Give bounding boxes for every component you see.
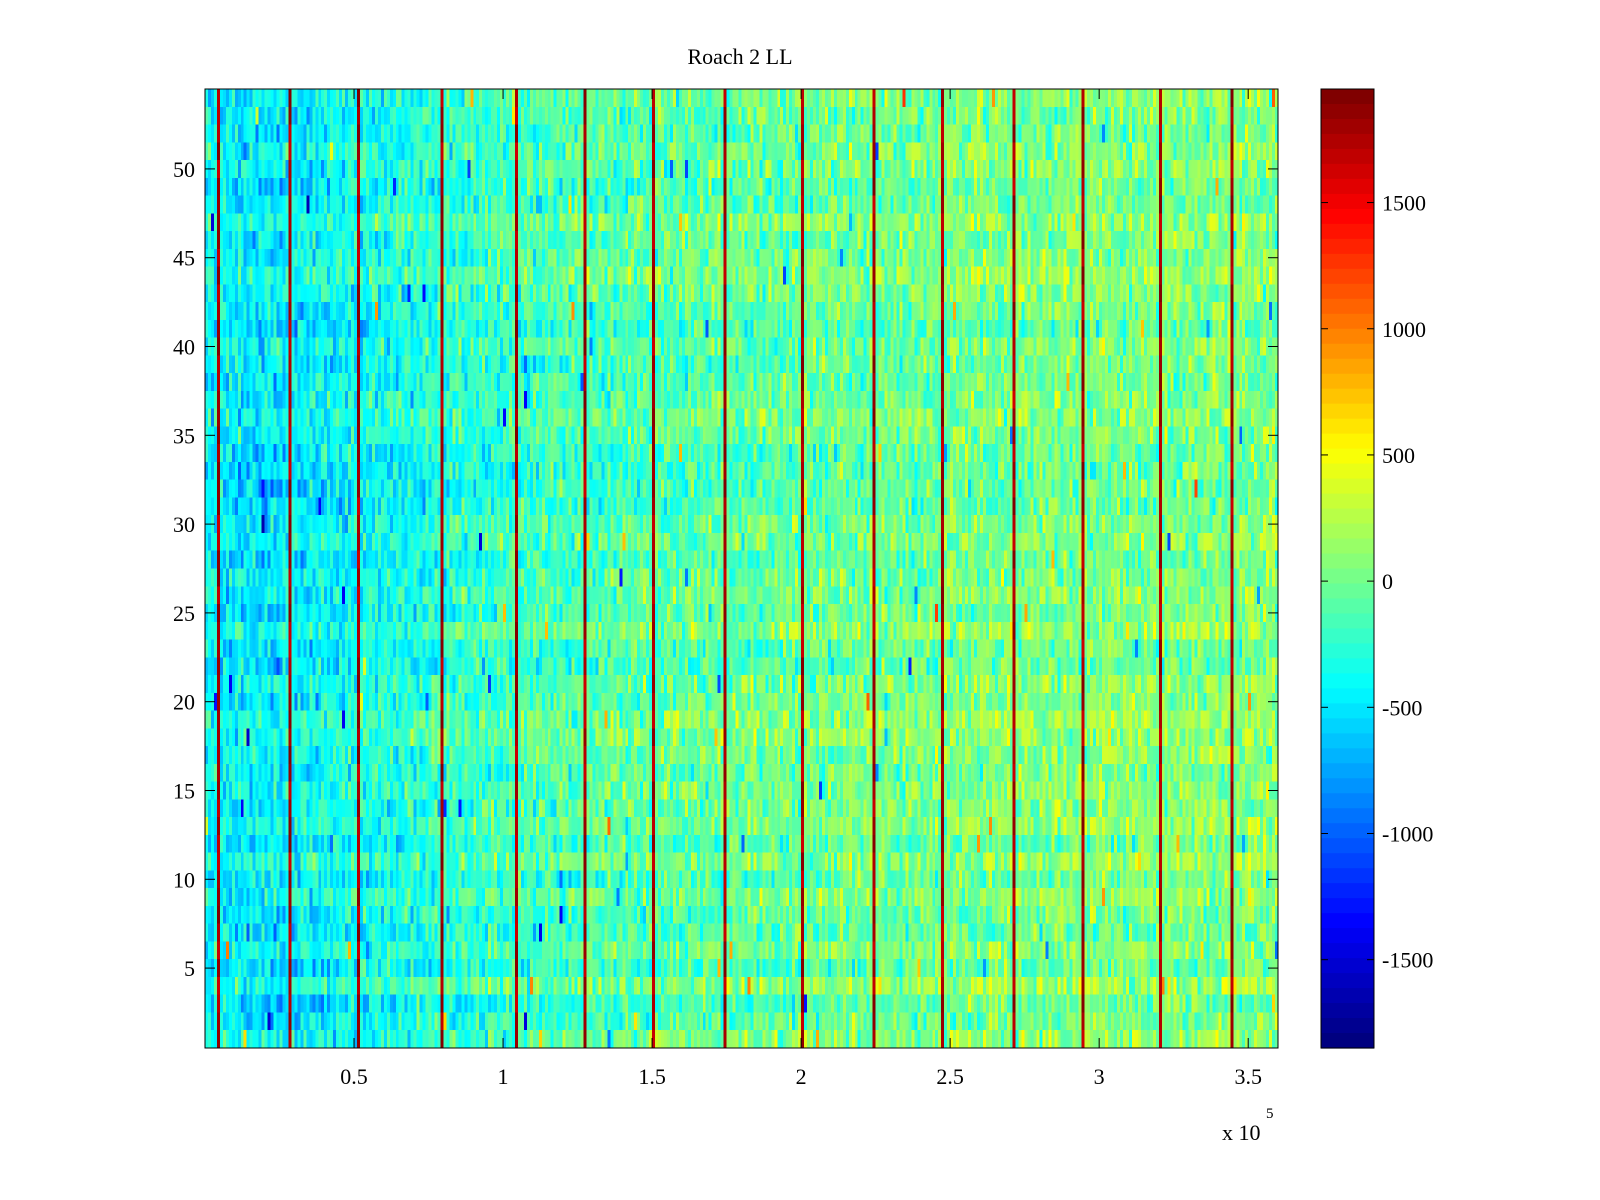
- colorbar-step: [1321, 1003, 1374, 1019]
- colorbar-frame: [1320, 88, 1375, 1049]
- colorbar-step: [1321, 988, 1374, 1004]
- colorbar-step: [1321, 178, 1374, 195]
- colorbar-step: [1321, 238, 1374, 255]
- y-tick-label: 25: [173, 601, 195, 626]
- x-tick-label: 2: [796, 1064, 807, 1089]
- colorbar-step: [1321, 358, 1374, 375]
- colorbar: 1500 1000 500 0 -500 -1000 -1500: [1321, 89, 1433, 1049]
- colorbar-step: [1321, 628, 1374, 645]
- plot-frame: [204, 88, 1279, 1049]
- colorbar-step: [1321, 343, 1374, 360]
- colorbar-step: [1321, 658, 1374, 674]
- colorbar-step: [1321, 223, 1374, 240]
- colorbar-step: [1321, 943, 1374, 959]
- chart-title: Roach 2 LL: [687, 44, 792, 69]
- colorbar-step: [1321, 898, 1374, 914]
- colorbar-step: [1321, 493, 1374, 510]
- colorbar-step: [1321, 853, 1374, 869]
- colorbar-step: [1321, 208, 1374, 225]
- colorbar-tick-label: 1500: [1382, 191, 1426, 216]
- colorbar-step: [1321, 433, 1374, 450]
- colorbar-step: [1321, 868, 1374, 884]
- colorbar-step: [1321, 388, 1374, 405]
- colorbar-tick-label: -1000: [1382, 821, 1433, 846]
- y-tick-label: 10: [173, 867, 195, 892]
- colorbar-step: [1321, 733, 1374, 749]
- colorbar-tick-label: 1000: [1382, 317, 1426, 342]
- colorbar-step: [1321, 163, 1374, 180]
- colorbar-step: [1321, 928, 1374, 944]
- colorbar-step: [1321, 508, 1374, 525]
- colorbar-step: [1321, 538, 1374, 555]
- heatmap-image: [205, 89, 1278, 1048]
- x-multiplier-base: x 10: [1222, 1120, 1261, 1145]
- x-tick-label: 1: [498, 1064, 509, 1089]
- y-tick-label: 35: [173, 423, 195, 448]
- colorbar-step: [1321, 133, 1374, 150]
- colorbar-tick-label: 500: [1382, 443, 1415, 468]
- colorbar-step: [1321, 838, 1374, 854]
- colorbar-step: [1321, 403, 1374, 420]
- colorbar-step: [1321, 778, 1374, 794]
- x-tick-label: 1.5: [638, 1064, 666, 1089]
- x-multiplier-exponent: 5: [1266, 1106, 1274, 1122]
- colorbar-step: [1321, 523, 1374, 540]
- colorbar-step: [1321, 613, 1374, 630]
- colorbar-step: [1321, 1018, 1374, 1034]
- colorbar-step: [1321, 103, 1374, 120]
- colorbar-step: [1321, 373, 1374, 390]
- colorbar-step: [1321, 808, 1374, 824]
- colorbar-step: [1321, 688, 1374, 704]
- colorbar-step: [1321, 89, 1374, 105]
- colorbar-step: [1321, 193, 1374, 210]
- colorbar-step: [1321, 703, 1374, 719]
- y-tick-label: 15: [173, 778, 195, 803]
- colorbar-step: [1321, 913, 1374, 929]
- colorbar-step: [1321, 1033, 1374, 1049]
- y-tick-label: 30: [173, 512, 195, 537]
- colorbar-step: [1321, 448, 1374, 465]
- colorbar-tick-label: -1500: [1382, 948, 1433, 973]
- colorbar-step: [1321, 283, 1374, 300]
- x-tick-label: 0.5: [340, 1064, 368, 1089]
- colorbar-step: [1321, 463, 1374, 480]
- colorbar-step: [1321, 958, 1374, 974]
- colorbar-step: [1321, 313, 1374, 330]
- colorbar-step: [1321, 583, 1374, 600]
- heatmap-cells: [205, 89, 1278, 1048]
- colorbar-tick-label: -500: [1382, 695, 1422, 720]
- colorbar-step: [1321, 148, 1374, 165]
- x-tick-label: 3: [1094, 1064, 1105, 1089]
- y-tick-label: 5: [184, 956, 195, 981]
- colorbar-step: [1321, 643, 1374, 660]
- y-tick-label: 50: [173, 157, 195, 182]
- colorbar-step: [1321, 553, 1374, 570]
- colorbar-step: [1321, 478, 1374, 495]
- y-tick-label: 45: [173, 246, 195, 271]
- colorbar-step: [1321, 598, 1374, 615]
- colorbar-step: [1321, 748, 1374, 764]
- colorbar-step: [1321, 973, 1374, 989]
- colorbar-step: [1321, 298, 1374, 315]
- colorbar-step: [1321, 118, 1374, 135]
- x-tick-label: 3.5: [1234, 1064, 1262, 1089]
- colorbar-step: [1321, 328, 1374, 345]
- colorbar-tick-label: 0: [1382, 569, 1393, 594]
- colorbar-step: [1321, 253, 1374, 270]
- colorbar-step: [1321, 268, 1374, 285]
- axis-ticks: 0.5 1 1.5 2 2.5 3 3.5 5 10 15 20 25 30 35 40 45 50: [173, 89, 1278, 1089]
- colorbar-step: [1321, 883, 1374, 899]
- colorbar-step: [1321, 823, 1374, 839]
- colorbar-step: [1321, 718, 1374, 734]
- colorbar-step: [1321, 793, 1374, 809]
- colorbar-step: [1321, 673, 1374, 689]
- x-tick-label: 2.5: [936, 1064, 964, 1089]
- colorbar-step: [1321, 418, 1374, 435]
- y-tick-label: 40: [173, 335, 195, 360]
- colorbar-step: [1321, 763, 1374, 779]
- y-tick-label: 20: [173, 690, 195, 715]
- colorbar-step: [1321, 568, 1374, 585]
- x-axis-multiplier: x 10 5: [1222, 1106, 1274, 1145]
